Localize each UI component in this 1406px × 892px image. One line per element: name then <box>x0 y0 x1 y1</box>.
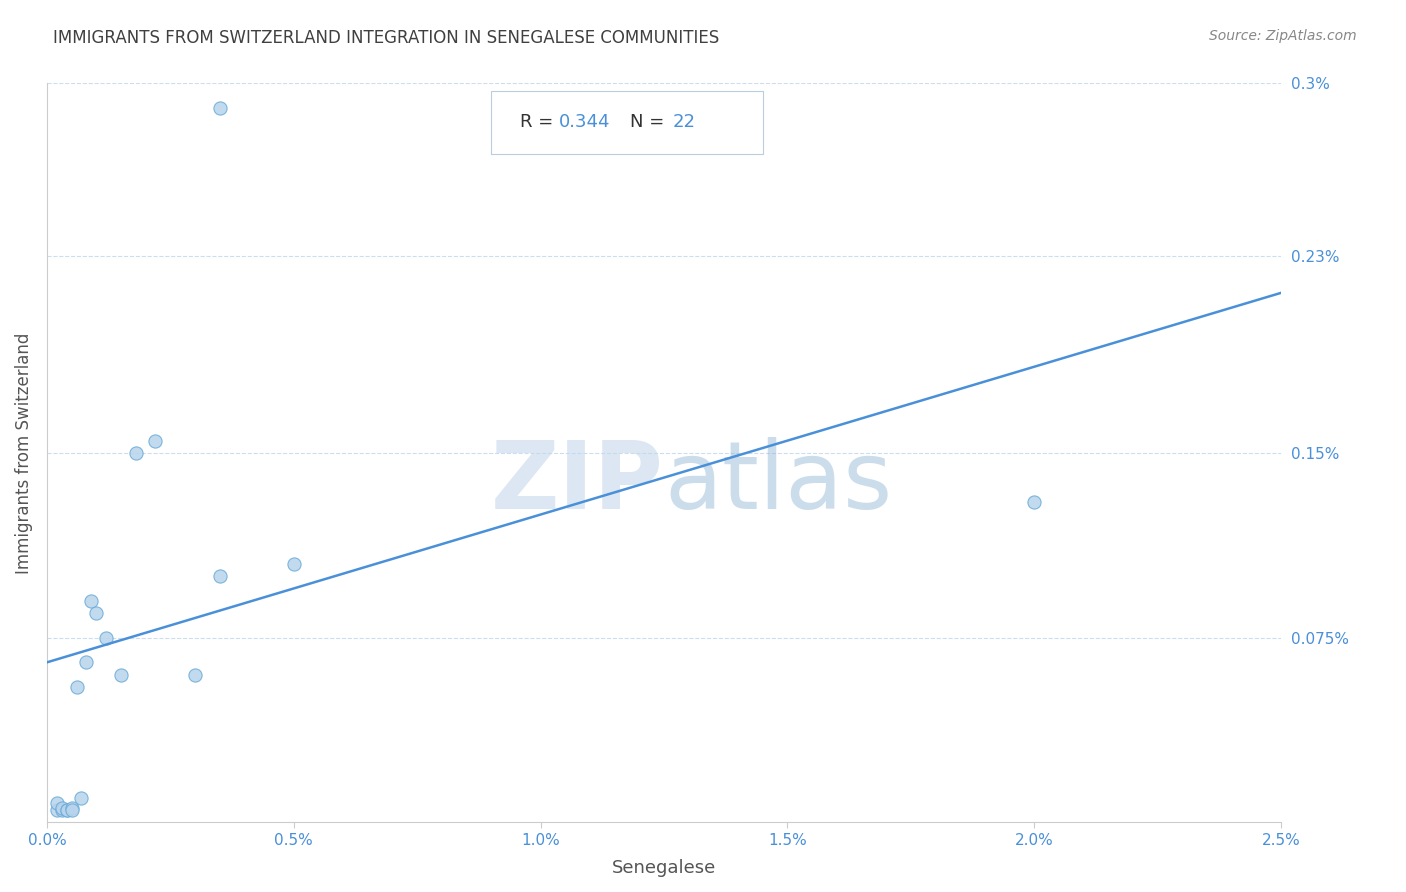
Point <box>145 434 167 448</box>
Point <box>55 803 77 817</box>
Text: IMMIGRANTS FROM SWITZERLAND INTEGRATION IN SENEGALESE COMMUNITIES: IMMIGRANTS FROM SWITZERLAND INTEGRATION … <box>53 29 720 46</box>
Point <box>283 557 305 571</box>
Text: R =: R = <box>520 113 560 131</box>
Point <box>45 803 67 817</box>
Point <box>45 796 67 810</box>
Text: 0.344: 0.344 <box>560 113 610 131</box>
Point <box>60 803 83 817</box>
Point <box>51 803 73 817</box>
Text: N =: N = <box>630 113 671 131</box>
Text: 22: 22 <box>672 113 696 131</box>
FancyBboxPatch shape <box>491 91 762 153</box>
Point <box>125 446 148 460</box>
Text: ZIP: ZIP <box>491 436 664 529</box>
Point <box>208 569 231 583</box>
Point <box>208 101 231 115</box>
X-axis label: Senegalese: Senegalese <box>612 859 716 877</box>
Point <box>184 667 207 681</box>
Point <box>1024 495 1046 509</box>
Point <box>70 790 93 805</box>
Point <box>51 800 73 814</box>
Point <box>84 606 107 620</box>
Text: atlas: atlas <box>664 436 893 529</box>
Point <box>75 656 97 670</box>
Text: Source: ZipAtlas.com: Source: ZipAtlas.com <box>1209 29 1357 43</box>
Point <box>110 667 132 681</box>
Y-axis label: Immigrants from Switzerland: Immigrants from Switzerland <box>15 332 32 574</box>
Point <box>65 680 87 694</box>
Point <box>94 631 117 645</box>
Point <box>60 800 83 814</box>
Point <box>55 803 77 817</box>
Point <box>80 594 103 608</box>
